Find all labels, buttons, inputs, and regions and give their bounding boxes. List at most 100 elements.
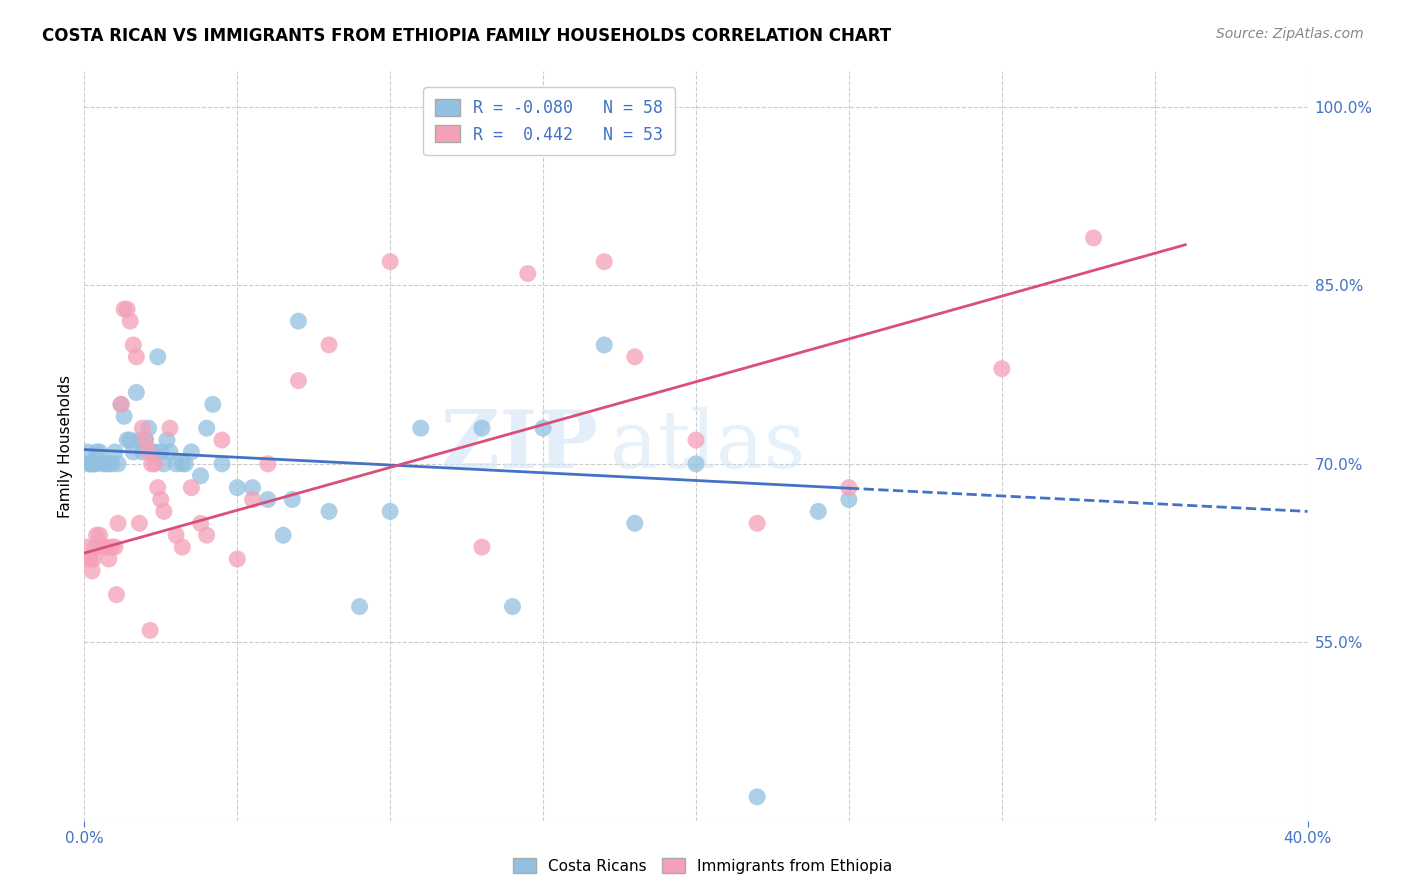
Point xyxy=(79,552,101,566)
Point xyxy=(380,504,402,518)
Point xyxy=(79,457,101,471)
Point xyxy=(141,457,163,471)
Point xyxy=(122,338,145,352)
Point xyxy=(257,457,280,471)
Point xyxy=(128,516,150,531)
Point xyxy=(107,457,129,471)
Point xyxy=(807,504,830,518)
Point xyxy=(107,516,129,531)
Point xyxy=(153,457,176,471)
Point xyxy=(146,481,169,495)
Point xyxy=(516,267,538,281)
Point xyxy=(593,338,616,352)
Point xyxy=(531,421,554,435)
Point xyxy=(138,445,160,459)
Point xyxy=(125,385,148,400)
Point xyxy=(174,457,197,471)
Point xyxy=(131,421,153,435)
Point xyxy=(159,445,181,459)
Point xyxy=(84,540,107,554)
Point xyxy=(86,445,108,459)
Point xyxy=(97,552,120,566)
Point xyxy=(195,421,218,435)
Point xyxy=(685,457,707,471)
Point xyxy=(172,540,194,554)
Point xyxy=(101,457,124,471)
Point xyxy=(115,433,138,447)
Point xyxy=(165,457,187,471)
Point xyxy=(139,624,162,638)
Point xyxy=(94,540,117,554)
Point xyxy=(747,516,769,531)
Point xyxy=(105,588,128,602)
Point xyxy=(149,445,172,459)
Point xyxy=(211,457,233,471)
Point xyxy=(77,457,100,471)
Text: COSTA RICAN VS IMMIGRANTS FROM ETHIOPIA FAMILY HOUSEHOLDS CORRELATION CHART: COSTA RICAN VS IMMIGRANTS FROM ETHIOPIA … xyxy=(42,27,891,45)
Point xyxy=(380,254,402,268)
Point xyxy=(349,599,371,614)
Point xyxy=(287,314,309,328)
Point xyxy=(110,397,132,411)
Point xyxy=(165,528,187,542)
Point xyxy=(80,564,103,578)
Point xyxy=(94,457,117,471)
Point xyxy=(685,433,707,447)
Point xyxy=(287,374,309,388)
Point xyxy=(125,350,148,364)
Point xyxy=(89,445,111,459)
Point xyxy=(120,314,142,328)
Point xyxy=(242,492,264,507)
Point xyxy=(146,350,169,364)
Legend: R = -0.080   N = 58, R =  0.442   N = 53: R = -0.080 N = 58, R = 0.442 N = 53 xyxy=(423,87,675,155)
Point xyxy=(89,528,111,542)
Point xyxy=(190,468,212,483)
Point xyxy=(112,302,135,317)
Point xyxy=(180,481,202,495)
Point xyxy=(97,457,120,471)
Point xyxy=(242,481,264,495)
Point xyxy=(135,433,157,447)
Point xyxy=(110,397,132,411)
Point xyxy=(991,361,1014,376)
Text: ZIP: ZIP xyxy=(441,407,598,485)
Point xyxy=(112,409,135,424)
Point xyxy=(104,540,127,554)
Point xyxy=(143,457,166,471)
Point xyxy=(195,528,218,542)
Point xyxy=(838,492,860,507)
Point xyxy=(624,350,647,364)
Point xyxy=(143,445,166,459)
Point xyxy=(201,397,224,411)
Point xyxy=(76,540,98,554)
Point xyxy=(153,504,176,518)
Point xyxy=(838,481,860,495)
Point xyxy=(80,457,103,471)
Point xyxy=(211,433,233,447)
Point xyxy=(257,492,280,507)
Point xyxy=(226,481,249,495)
Point xyxy=(271,528,294,542)
Point xyxy=(76,445,98,459)
Point xyxy=(409,421,432,435)
Point xyxy=(159,421,181,435)
Point xyxy=(128,433,150,447)
Point xyxy=(281,492,304,507)
Point xyxy=(593,254,616,268)
Point xyxy=(83,552,105,566)
Point xyxy=(624,516,647,531)
Point xyxy=(156,433,179,447)
Point xyxy=(138,421,160,435)
Point xyxy=(318,338,340,352)
Point xyxy=(1083,231,1105,245)
Point xyxy=(120,433,142,447)
Point xyxy=(471,540,494,554)
Text: atlas: atlas xyxy=(610,407,806,485)
Legend: Costa Ricans, Immigrants from Ethiopia: Costa Ricans, Immigrants from Ethiopia xyxy=(508,852,898,880)
Point xyxy=(135,433,157,447)
Point xyxy=(77,552,100,566)
Point xyxy=(471,421,494,435)
Point xyxy=(83,457,105,471)
Point xyxy=(502,599,524,614)
Point xyxy=(86,528,108,542)
